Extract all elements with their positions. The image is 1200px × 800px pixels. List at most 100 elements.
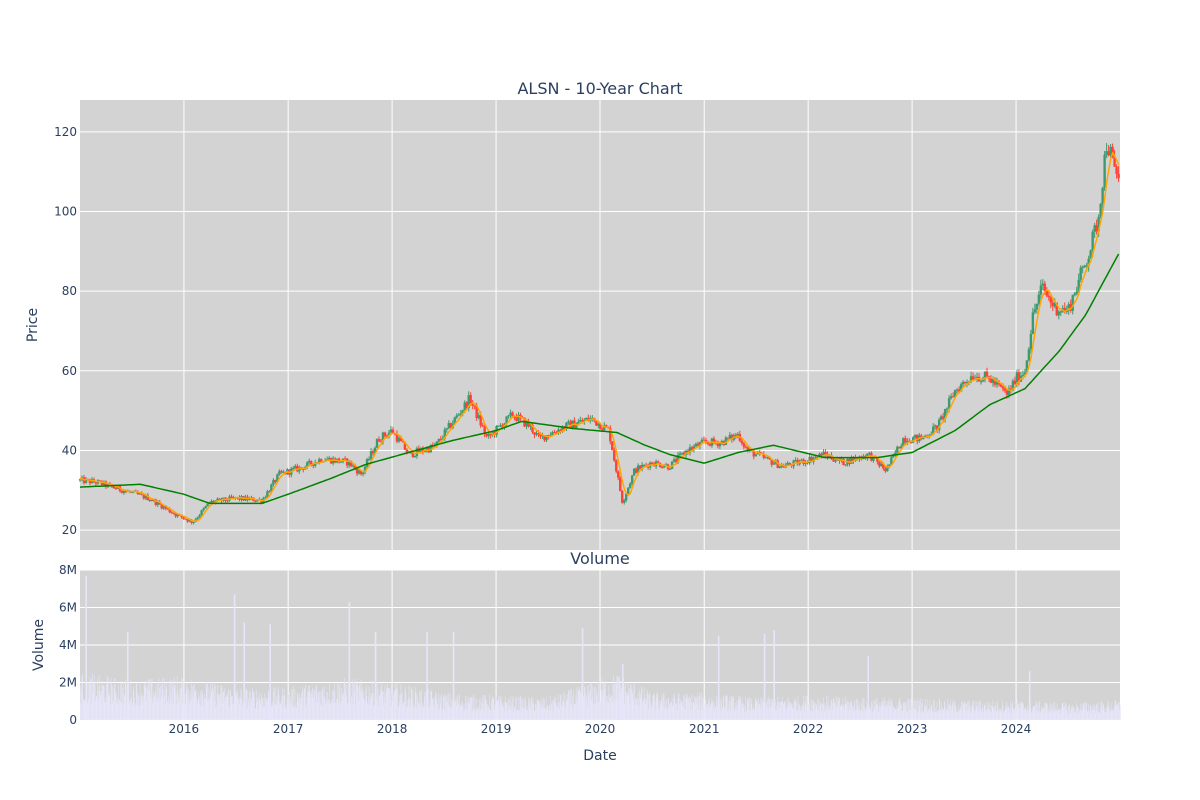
volume-bar bbox=[625, 682, 626, 720]
volume-bar bbox=[456, 705, 458, 720]
candle bbox=[1017, 369, 1021, 386]
volume-bar bbox=[976, 701, 978, 720]
candle bbox=[312, 464, 315, 469]
volume-bar bbox=[214, 683, 216, 720]
candle bbox=[387, 429, 391, 439]
volume-bar bbox=[451, 706, 452, 720]
volume-bar bbox=[883, 706, 885, 720]
volume-bar bbox=[940, 709, 942, 720]
candle-body bbox=[1063, 307, 1066, 313]
volume-bar bbox=[316, 702, 318, 720]
candle bbox=[686, 448, 690, 455]
volume-bar bbox=[348, 601, 351, 720]
volume-bar bbox=[682, 706, 684, 720]
volume-bar bbox=[212, 681, 213, 720]
volume-bar bbox=[603, 682, 605, 720]
volume-bar bbox=[128, 683, 130, 720]
volume-bar bbox=[432, 697, 434, 720]
candle-body bbox=[210, 500, 213, 503]
volume-bar bbox=[197, 703, 198, 720]
volume-bar bbox=[1078, 707, 1080, 720]
volume-bar bbox=[795, 701, 797, 720]
candle-body bbox=[1027, 349, 1031, 361]
candle bbox=[1027, 346, 1031, 362]
volume-bar bbox=[885, 704, 887, 720]
volume-bar bbox=[745, 711, 747, 720]
candle-body bbox=[601, 429, 604, 431]
volume-bar bbox=[345, 695, 347, 720]
candle-body bbox=[1011, 380, 1015, 391]
volume-bar bbox=[220, 693, 221, 720]
volume-bar bbox=[990, 705, 992, 720]
volume-bar bbox=[588, 685, 589, 720]
candle bbox=[1031, 307, 1035, 335]
volume-bar bbox=[605, 680, 606, 720]
volume-bar bbox=[873, 711, 874, 720]
volume-bar bbox=[717, 635, 720, 720]
volume-bar bbox=[1000, 711, 1001, 720]
volume-bar bbox=[598, 701, 600, 720]
volume-bar bbox=[803, 695, 804, 720]
candle-body bbox=[832, 459, 835, 462]
volume-bar bbox=[707, 703, 709, 720]
candle-body bbox=[941, 416, 945, 419]
volume-bar bbox=[331, 699, 333, 720]
volume-bar bbox=[198, 699, 200, 720]
volume-bar bbox=[192, 686, 193, 720]
candle bbox=[1057, 309, 1060, 320]
volume-bar bbox=[115, 691, 116, 720]
volume-bar bbox=[896, 709, 897, 720]
volume-bar bbox=[547, 706, 549, 720]
candle-body bbox=[850, 457, 853, 464]
candle-body bbox=[690, 447, 694, 450]
volume-bar bbox=[586, 696, 587, 720]
volume-bar bbox=[404, 690, 406, 720]
volume-bar bbox=[979, 700, 980, 720]
volume-bar bbox=[736, 709, 738, 720]
volume-bar bbox=[1068, 706, 1070, 720]
volume-bar bbox=[109, 695, 111, 720]
volume-bar bbox=[1087, 711, 1089, 720]
volume-bar bbox=[366, 685, 368, 720]
candle-body bbox=[599, 423, 602, 430]
volume-bar bbox=[825, 710, 827, 720]
volume-bar bbox=[892, 704, 893, 720]
volume-bar bbox=[787, 705, 788, 720]
candle-body bbox=[371, 451, 375, 454]
candle-body bbox=[312, 464, 315, 466]
candle-body bbox=[628, 483, 632, 488]
volume-bar bbox=[540, 703, 541, 720]
candle-body bbox=[555, 432, 558, 434]
volume-bar bbox=[766, 708, 768, 720]
volume-bar bbox=[887, 707, 889, 720]
candle-body bbox=[218, 498, 221, 500]
volume-bar bbox=[301, 698, 303, 720]
candle-body bbox=[154, 499, 157, 505]
volume-bar bbox=[254, 697, 255, 720]
volume-bar bbox=[555, 703, 557, 720]
candle bbox=[198, 513, 201, 519]
volume-bar bbox=[922, 699, 923, 720]
volume-bar bbox=[824, 705, 826, 720]
candle-body bbox=[369, 451, 373, 459]
candle bbox=[682, 450, 686, 456]
candle-body bbox=[349, 460, 353, 467]
volume-bar bbox=[937, 711, 939, 720]
volume-bar bbox=[1039, 711, 1041, 720]
volume-bar bbox=[600, 701, 601, 720]
volume-bar bbox=[80, 685, 81, 720]
volume-bar bbox=[430, 691, 432, 720]
volume-bar bbox=[488, 709, 490, 720]
volume-bar bbox=[757, 707, 759, 720]
candle bbox=[770, 458, 773, 468]
volume-bar bbox=[787, 697, 789, 720]
volume-bar bbox=[1044, 703, 1045, 720]
volume-bar bbox=[459, 705, 461, 720]
volume-bar bbox=[413, 708, 415, 720]
candle-body bbox=[441, 438, 445, 440]
candle-body bbox=[692, 446, 696, 450]
volume-bar bbox=[329, 681, 331, 720]
candle-body bbox=[449, 423, 452, 428]
volume-bar bbox=[363, 691, 364, 720]
volume-bar bbox=[856, 699, 858, 720]
